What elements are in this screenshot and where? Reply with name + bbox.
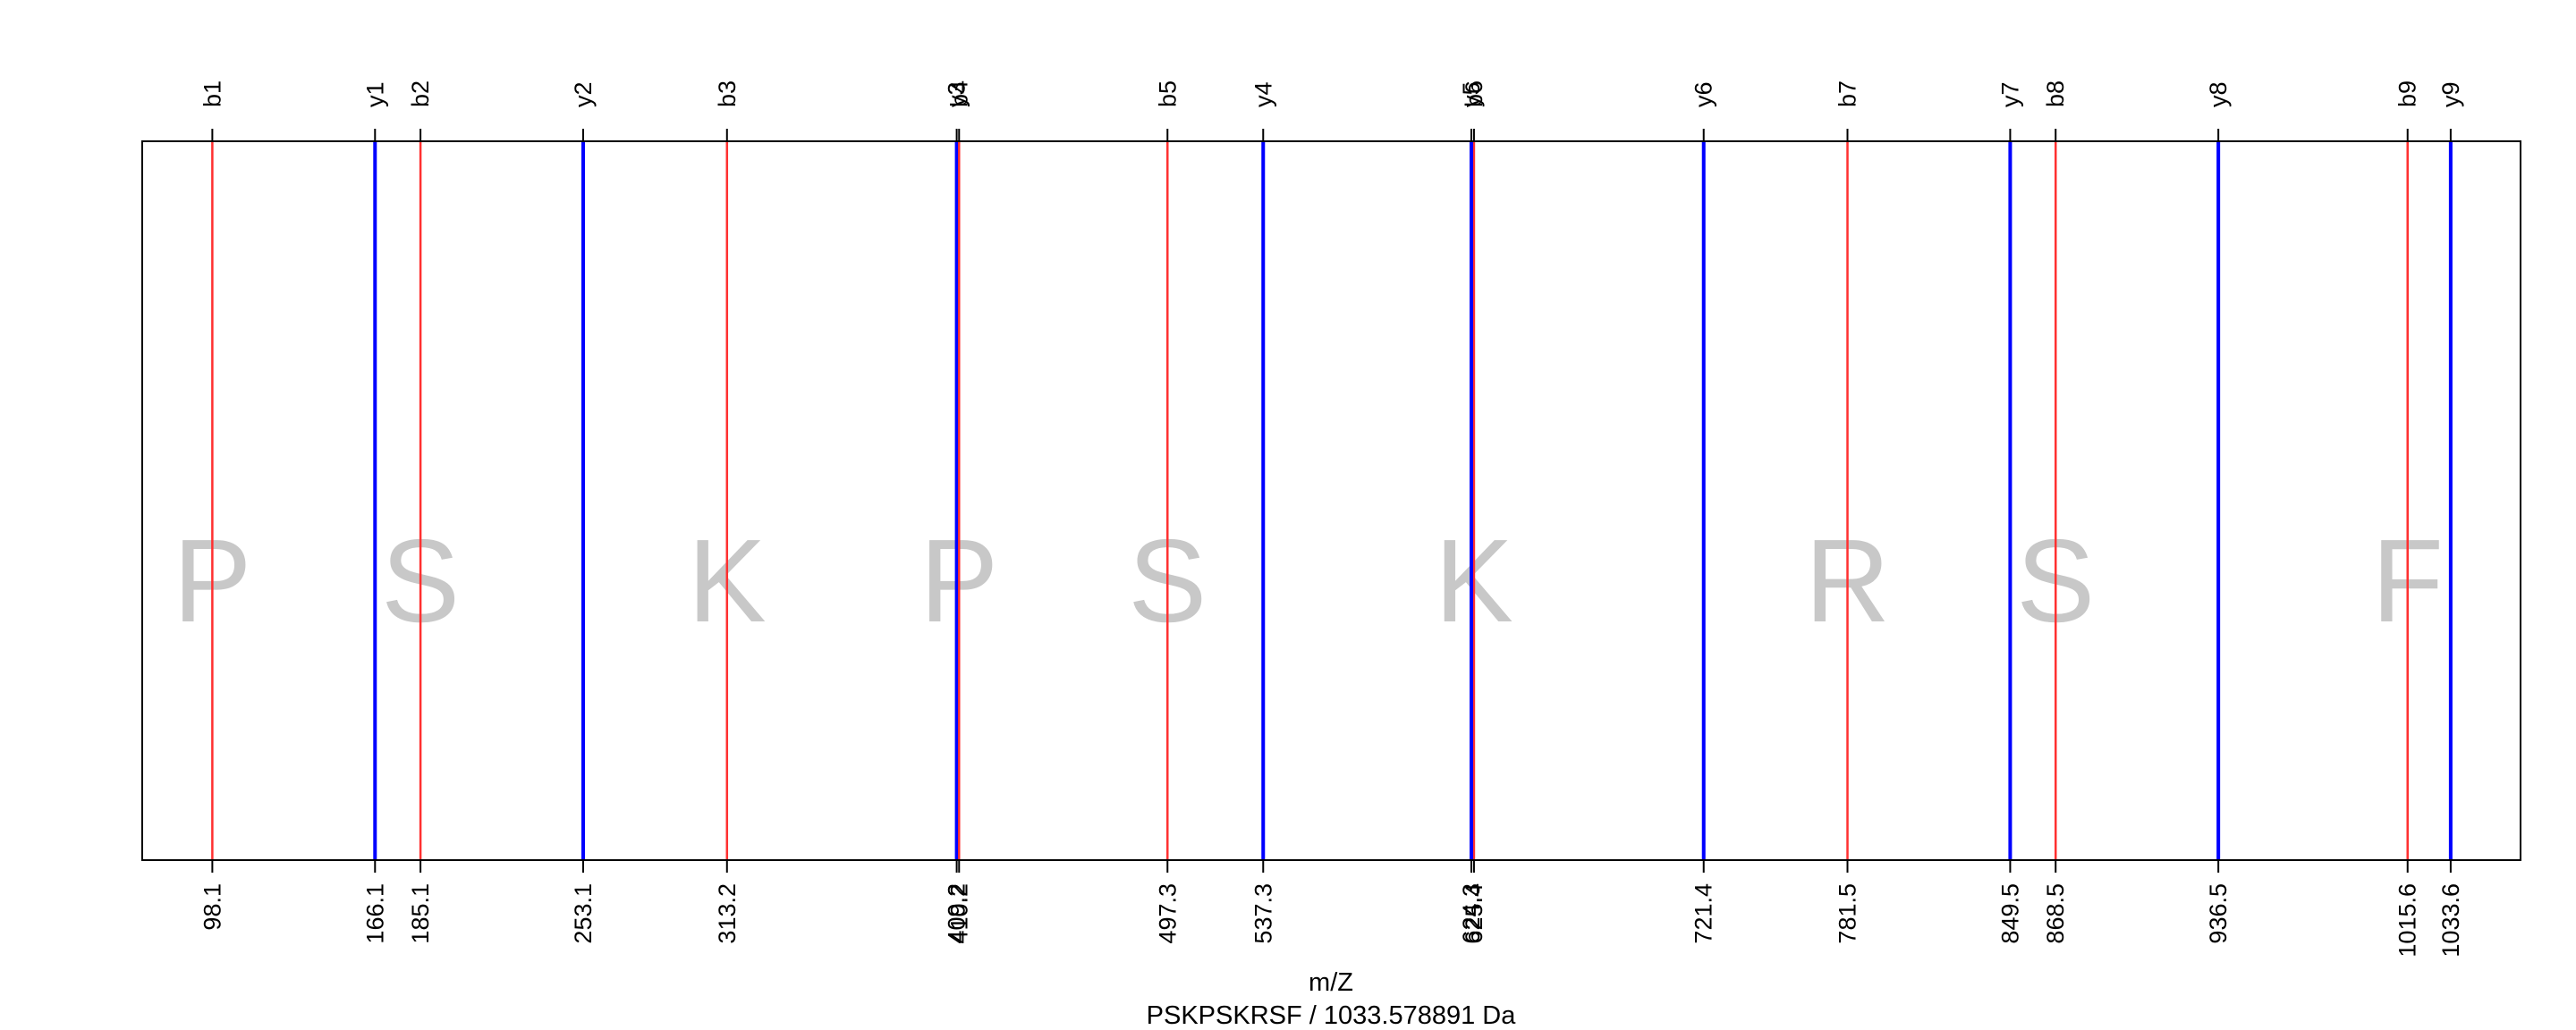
mz-tick-label: 625.4 — [1461, 883, 1487, 944]
ion-label: b7 — [1835, 80, 1861, 107]
mz-tick-label: 868.5 — [2042, 883, 2069, 944]
ion-lines — [211, 141, 2453, 860]
ion-label: b8 — [2042, 80, 2069, 107]
ion-label: b4 — [945, 80, 972, 107]
ion-label: y6 — [1690, 81, 1717, 107]
ion-label: y2 — [570, 81, 597, 107]
plot-frame — [141, 140, 2521, 861]
mz-tick-label: 849.5 — [1996, 883, 2023, 944]
ion-label: y3 — [944, 81, 970, 107]
mz-tick-label: 98.1 — [199, 883, 225, 931]
mz-tick-label: 497.3 — [1154, 883, 1181, 944]
ion-label: y1 — [361, 81, 388, 107]
mz-tick-label: 409.2 — [944, 883, 970, 944]
ion-label: y4 — [1250, 81, 1276, 107]
ion-label: b9 — [2394, 80, 2421, 107]
mz-tick-label: 721.4 — [1690, 883, 1717, 944]
mz-tick-label: 624.3 — [1458, 883, 1485, 944]
mz-tick-label: 781.5 — [1835, 883, 1861, 944]
ion-label: b1 — [199, 80, 225, 107]
ion-label: y8 — [2205, 81, 2232, 107]
ion-label: y7 — [1996, 81, 2023, 107]
ion-label: b3 — [714, 80, 741, 107]
ion-label: b6 — [1461, 80, 1487, 107]
mz-tick-label: 1033.6 — [2437, 883, 2464, 958]
ion-label: y5 — [1458, 81, 1485, 107]
mz-tick-label: 185.1 — [407, 883, 434, 944]
mz-tick-label: 313.2 — [714, 883, 741, 944]
ion-label: b2 — [407, 80, 434, 107]
chart-subtitle: PSKPSKRSF / 1033.578891 Da — [1147, 1001, 1517, 1030]
ion-label: b5 — [1154, 80, 1181, 107]
mz-tick-label: 166.1 — [361, 883, 388, 944]
ion-label: y9 — [2437, 81, 2464, 107]
mz-tick-label: 1015.6 — [2394, 883, 2421, 958]
mz-tick-label: 253.1 — [570, 883, 597, 944]
x-axis-title: m/Z — [1309, 968, 1353, 997]
mz-tick-label: 537.3 — [1250, 883, 1276, 944]
mz-tick-label: 936.5 — [2205, 883, 2232, 944]
mz-tick-label: 410.2 — [945, 883, 972, 944]
